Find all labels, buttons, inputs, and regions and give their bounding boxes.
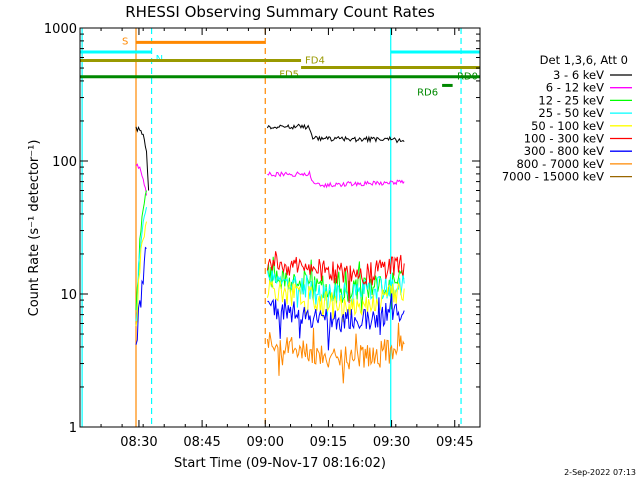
legend-entry-label: 50 - 100 keV: [531, 119, 604, 133]
flag-bars: SNFD4FD5RD0RD6: [80, 36, 480, 98]
legend-title: Det 1,3,6, Att 0: [540, 53, 628, 67]
series-line-4: [266, 280, 405, 323]
legend-entry-label: 300 - 800 keV: [524, 144, 604, 158]
footer-timestamp: 2-Sep-2022 07:13: [564, 468, 636, 477]
flag-label-rd0: RD0: [457, 72, 478, 83]
legend-entry-label: 800 - 7000 keV: [516, 157, 604, 171]
y-tick-label: 10: [60, 288, 77, 303]
legend-entry-label: 12 - 25 keV: [538, 93, 604, 107]
series-line-4: [135, 221, 147, 327]
series-line-1: [267, 170, 405, 189]
x-tick-label: 09:00: [247, 435, 284, 450]
legend-entry-label: 100 - 300 keV: [524, 132, 604, 146]
y-tick-label: 1000: [44, 22, 77, 37]
series-line-6: [267, 293, 405, 351]
series-line-5: [266, 251, 405, 304]
series-line-6: [135, 246, 147, 345]
series-line-7: [266, 322, 405, 384]
series-line-3: [266, 269, 405, 317]
y-axis-label: Count Rate (s⁻¹ detector⁻¹): [27, 140, 42, 317]
legend-entry-label: 25 - 50 keV: [538, 106, 604, 120]
axes: 08:30 08:45 09:00 09:15 09:30 09:45 1 10 100 1000: [44, 22, 481, 450]
x-axis-label: Start Time (09-Nov-17 08:16:02): [174, 456, 386, 471]
series-line-0: [135, 126, 150, 191]
series-layer: [135, 123, 405, 384]
x-tick-label: 09:30: [373, 435, 410, 450]
flag-label-fd5: FD5: [279, 69, 299, 80]
legend-entry-label: 6 - 12 keV: [546, 81, 604, 95]
x-tick-label: 08:30: [120, 435, 157, 450]
x-tick-label: 09:15: [310, 435, 347, 450]
y-tick-label: 1: [69, 421, 77, 436]
legend-entry-label: 7000 - 15000 keV: [502, 170, 604, 184]
series-line-0: [266, 123, 405, 144]
flag-label-fd4: FD4: [305, 55, 325, 66]
x-tick-label: 09:45: [436, 435, 473, 450]
chart-title: RHESSI Observing Summary Count Rates: [125, 3, 435, 21]
series-line-1: [135, 163, 147, 196]
legend-entry-label: 3 - 6 keV: [553, 68, 604, 82]
y-tick-label: 100: [52, 155, 77, 170]
plot-frame: [79, 27, 481, 428]
flag-label-rd6: RD6: [417, 87, 438, 98]
x-tick-label: 08:45: [183, 435, 220, 450]
flag-label-s: S: [122, 36, 128, 47]
time-markers: [81, 28, 462, 427]
